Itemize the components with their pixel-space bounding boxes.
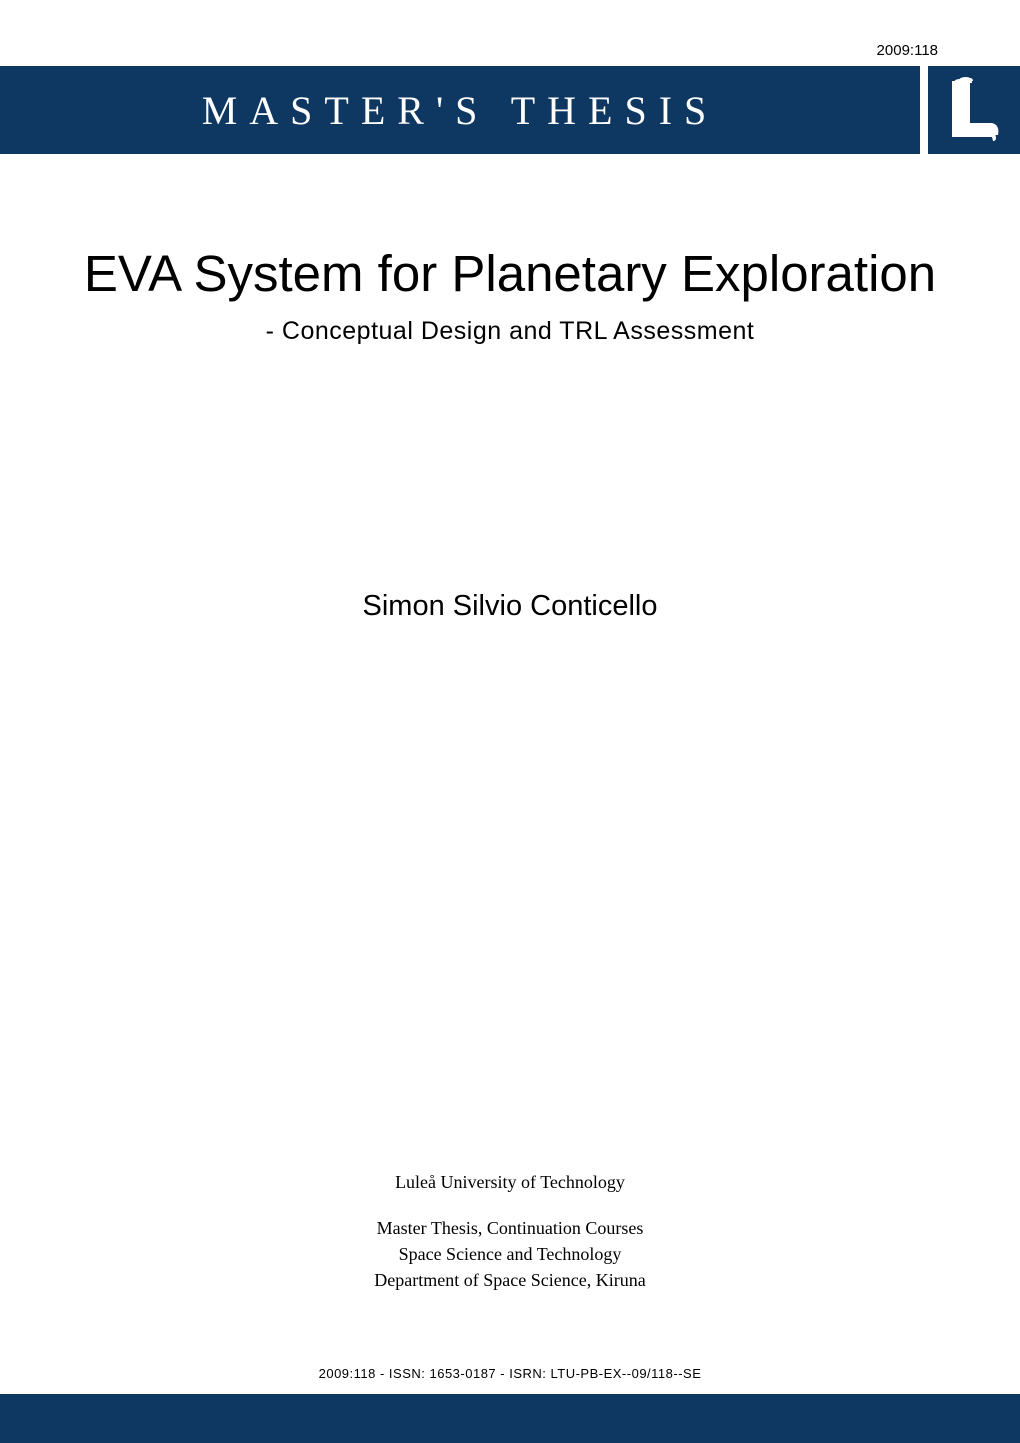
affiliation-line-2: Space Science and Technology [0,1241,1020,1267]
university-name: Luleå University of Technology [0,1172,1020,1193]
document-id-top: 2009:118 [877,42,938,59]
author-name: Simon Silvio Conticello [0,590,1020,623]
university-logo [928,66,1020,154]
title-block: EVA System for Planetary Exploration - C… [0,244,1020,346]
affiliation-line-1: Master Thesis, Continuation Courses [0,1215,1020,1241]
affiliation-block: Luleå University of Technology Master Th… [0,1172,1020,1293]
thesis-subtitle: - Conceptual Design and TRL Assessment [0,317,1020,346]
logo-l-icon [946,75,1002,145]
affiliation-line-3: Department of Space Science, Kiruna [0,1267,1020,1293]
thesis-title: EVA System for Planetary Exploration [0,244,1020,303]
footer-identifier: 2009:118 - ISSN: 1653-0187 - ISRN: LTU-P… [0,1366,1020,1381]
header-divider [920,66,928,154]
header-main: MASTER'S THESIS [0,66,920,154]
header-band: MASTER'S THESIS [0,66,1020,154]
header-title: MASTER'S THESIS [202,87,719,134]
footer-band [0,1394,1020,1443]
